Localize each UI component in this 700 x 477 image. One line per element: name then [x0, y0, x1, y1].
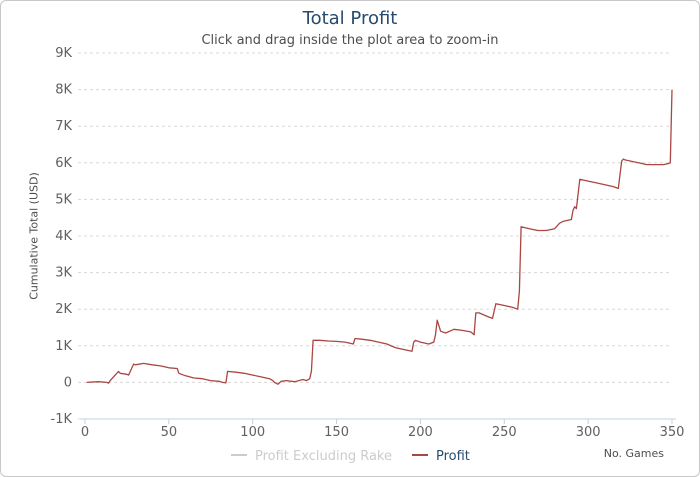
- x-tick-label: 200: [408, 425, 433, 440]
- y-tick-label: 3K: [55, 266, 72, 281]
- series-line-1[interactable]: [86, 89, 673, 385]
- y-tick-label: 6K: [55, 156, 72, 171]
- y-tick-label: 8K: [55, 83, 72, 98]
- y-axis-ticks: -1K 0 1K 2K 3K 4K 5K 6K 7K 8K 9K: [51, 46, 73, 427]
- x-tick-label: 100: [240, 425, 265, 440]
- x-tick-label: 50: [161, 425, 178, 440]
- y-tick-label: 1K: [55, 339, 72, 354]
- legend-item-1[interactable]: Profit: [412, 449, 470, 464]
- gridlines: [78, 52, 672, 420]
- series-lines: [86, 89, 673, 385]
- legend-item-0[interactable]: Profit Excluding Rake: [231, 449, 392, 464]
- legend-label: Profit Excluding Rake: [255, 449, 392, 464]
- y-tick-label: -1K: [51, 412, 73, 427]
- y-tick-label: 9K: [55, 46, 72, 61]
- y-tick-label: 4K: [55, 229, 72, 244]
- y-tick-label: 7K: [55, 119, 72, 134]
- chart-subtitle: Click and drag inside the plot area to z…: [201, 33, 499, 48]
- x-tick-label: 0: [81, 425, 89, 440]
- y-tick-label: 5K: [55, 192, 72, 207]
- legend: Profit Excluding Rake Profit: [231, 449, 470, 464]
- chart-title: Total Profit: [302, 8, 398, 29]
- legend-label: Profit: [436, 449, 470, 464]
- x-axis-ticks: 0 50 100 150 200 250 300 350: [80, 418, 685, 440]
- x-tick-label: 150: [324, 425, 349, 440]
- x-axis-label: No. Games: [604, 447, 665, 460]
- y-tick-label: 0: [64, 375, 72, 390]
- x-tick-label: 350: [660, 425, 685, 440]
- x-tick-label: 300: [576, 425, 601, 440]
- x-tick-label: 250: [492, 425, 517, 440]
- y-tick-label: 2K: [55, 302, 72, 317]
